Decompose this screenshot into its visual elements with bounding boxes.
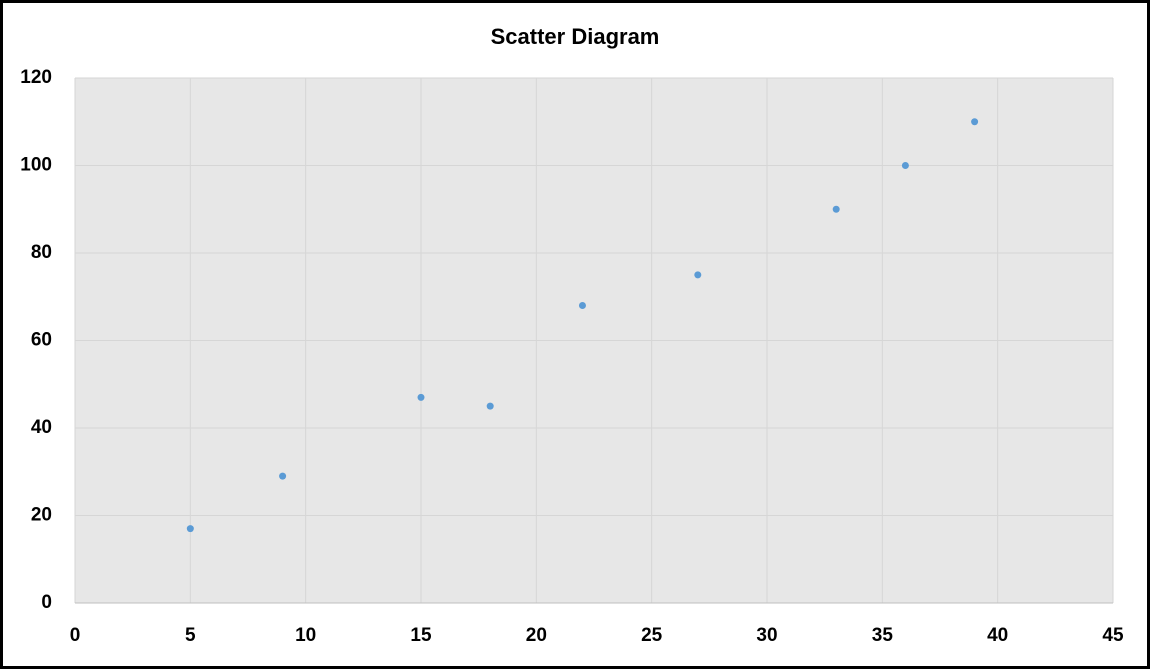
point bbox=[901, 162, 909, 169]
point bbox=[694, 271, 702, 279]
x-tick-label: 15 bbox=[410, 625, 432, 646]
y-tick-label: 100 bbox=[20, 155, 52, 176]
chart-title: Scatter Diagram bbox=[491, 24, 660, 49]
point bbox=[279, 472, 287, 480]
point bbox=[971, 118, 979, 126]
x-tick-label: 0 bbox=[70, 625, 81, 646]
x-tick-label: 20 bbox=[526, 625, 547, 646]
point bbox=[832, 205, 840, 213]
x-tick-label: 40 bbox=[987, 625, 1008, 646]
point bbox=[186, 525, 194, 533]
y-tick-label: 80 bbox=[31, 242, 52, 263]
y-tick-label: 20 bbox=[31, 505, 52, 526]
x-tick-label: 30 bbox=[756, 625, 777, 646]
x-tick-label: 25 bbox=[641, 625, 663, 646]
x-tick-label: 5 bbox=[185, 625, 196, 646]
y-tick-label: 60 bbox=[31, 330, 52, 351]
x-tick-label: 45 bbox=[1102, 625, 1124, 646]
y-tick-label: 0 bbox=[41, 592, 52, 613]
point bbox=[486, 402, 494, 410]
x-tick-label: 10 bbox=[295, 625, 316, 646]
point bbox=[578, 302, 586, 309]
y-tick-label: 40 bbox=[31, 417, 52, 438]
y-tick-label: 120 bbox=[20, 67, 52, 88]
point bbox=[417, 393, 425, 401]
x-tick-label: 35 bbox=[872, 625, 894, 646]
